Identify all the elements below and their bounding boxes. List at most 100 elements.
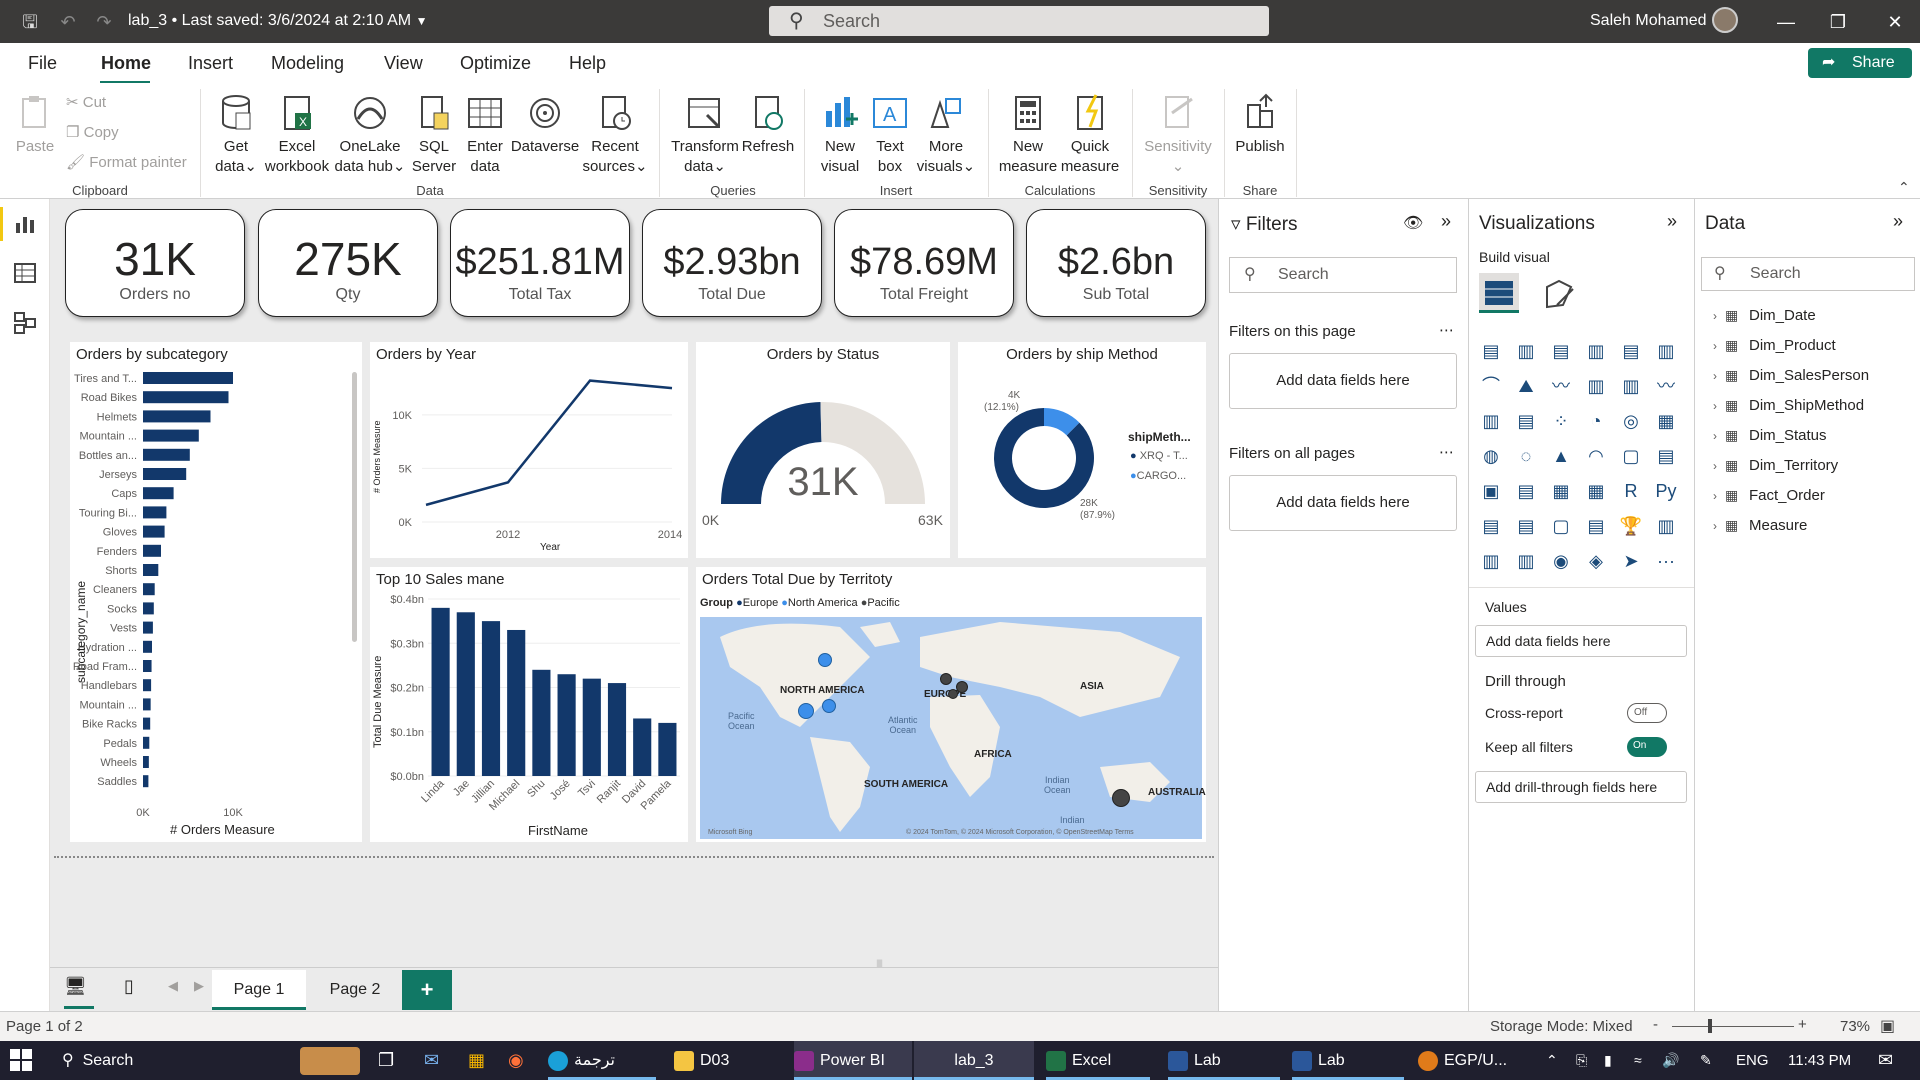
undo-icon[interactable]: ↶ — [60, 12, 76, 32]
visual-type-icon[interactable]: ▥ — [1622, 376, 1640, 396]
tray-overflow-icon[interactable]: ⌃ — [1546, 1052, 1558, 1068]
data-table-item[interactable]: › ▦ Dim_Territory — [1713, 454, 1838, 476]
collapse-pane-icon[interactable]: » — [1441, 211, 1452, 231]
visual-type-icon[interactable]: ⌒ — [1482, 376, 1500, 396]
excel-workbook-button[interactable]: X Excel workbook — [262, 93, 332, 177]
more-options-icon[interactable]: ⋯ — [1439, 444, 1454, 461]
tray-usb-icon[interactable]: ⎘ — [1576, 1052, 1588, 1068]
publish-button[interactable]: Publish — [1230, 93, 1290, 157]
visual-type-icon[interactable]: ▤ — [1552, 341, 1570, 361]
collapse-pane-icon[interactable]: » — [1667, 211, 1678, 231]
map-bubble[interactable] — [822, 699, 836, 713]
map-bubble[interactable] — [1112, 789, 1130, 807]
visual-type-icon[interactable]: 〰 — [1552, 376, 1570, 396]
global-search-input[interactable]: ⚲ Search — [769, 6, 1269, 36]
firefox-icon[interactable]: ◉ — [508, 1050, 524, 1070]
mobile-layout-icon[interactable]: ▯ — [124, 976, 134, 996]
visual-type-icon[interactable]: ▦ — [1587, 481, 1605, 501]
taskbar-app-lab3[interactable]: lab_3 — [914, 1041, 1034, 1080]
visual-type-icon[interactable]: ◌ — [1520, 446, 1532, 466]
data-table-item[interactable]: › ▦ Dim_ShipMethod — [1713, 394, 1864, 416]
visual-type-icon[interactable]: ⁘ — [1553, 411, 1569, 431]
visual-type-icon[interactable]: ▥ — [1657, 341, 1675, 361]
visual-type-icon[interactable]: ◉ — [1553, 551, 1569, 571]
notifications-icon[interactable]: ✉ — [1878, 1050, 1894, 1070]
text-box-button[interactable]: A Text box — [864, 93, 916, 177]
cut-button[interactable]: ✂ Cut — [66, 94, 107, 111]
format-painter-button[interactable]: 🖌 Format painter — [66, 154, 187, 171]
world-map[interactable] — [700, 617, 1202, 839]
data-table-item[interactable]: › ▦ Measure — [1713, 514, 1807, 536]
new-visual-button[interactable]: New visual — [812, 93, 868, 177]
data-table-item[interactable]: › ▦ Fact_Order — [1713, 484, 1825, 506]
visual-scrollbar[interactable] — [352, 372, 357, 642]
user-name[interactable]: Saleh Mohamed — [1590, 12, 1707, 29]
visual-type-icon[interactable]: ▢ — [1622, 446, 1640, 466]
visual-type-icon[interactable]: ➤ — [1623, 551, 1639, 571]
data-table-item[interactable]: › ▦ Dim_Product — [1713, 334, 1836, 356]
close-icon[interactable]: ✕ — [1887, 12, 1903, 32]
mail-icon[interactable]: ✉ — [424, 1050, 440, 1070]
visual-type-icon[interactable]: ▤ — [1587, 516, 1605, 536]
visual-type-icon[interactable]: 〰 — [1657, 376, 1675, 396]
wifi-icon[interactable]: ≈ — [1634, 1052, 1642, 1068]
sensitivity-button[interactable]: Sensitivity ⌄ — [1138, 93, 1218, 177]
get-data-button[interactable]: Get data⌄ — [208, 93, 264, 177]
all-pages-filter-drop-zone[interactable]: Add data fields here — [1229, 475, 1457, 531]
values-drop-zone[interactable]: Add data fields here — [1475, 625, 1687, 657]
filters-search-input[interactable]: ⚲ Search — [1229, 257, 1457, 293]
map-bubble[interactable] — [948, 689, 958, 699]
zoom-in-button[interactable]: + — [1798, 1016, 1807, 1033]
windows-start-icon[interactable] — [10, 1049, 32, 1071]
visual-type-icon[interactable]: ◍ — [1483, 446, 1499, 466]
collapse-pane-icon[interactable]: » — [1893, 211, 1904, 231]
visual-type-icon[interactable]: ▥ — [1517, 341, 1535, 361]
visual-type-icon[interactable]: ▤ — [1482, 516, 1500, 536]
share-button[interactable]: ➦Share ⌄ — [1808, 48, 1912, 101]
data-table-item[interactable]: › ▦ Dim_SalesPerson — [1713, 364, 1869, 386]
chevron-right-icon[interactable]: › — [1713, 459, 1717, 473]
legend-item[interactable]: ● XRQ - T... — [1130, 450, 1188, 462]
menu-modeling[interactable]: Modeling — [271, 53, 345, 73]
chevron-right-icon[interactable]: › — [1713, 519, 1717, 533]
visual-type-icon[interactable]: ◈ — [1589, 551, 1603, 571]
visual-type-icon[interactable]: ▤ — [1482, 341, 1500, 361]
map-bubble[interactable] — [940, 673, 952, 685]
model-view-icon[interactable] — [12, 311, 38, 337]
visual-type-icon[interactable]: ▥ — [1587, 341, 1605, 361]
transform-data-button[interactable]: Transform data⌄ — [668, 93, 742, 177]
visual-type-icon[interactable]: ▤ — [1517, 516, 1535, 536]
visual-top10-salesman[interactable]: Top 10 Sales mane $0.0bn $0.1bn $0.2bn $0.3… — [370, 567, 688, 842]
visual-orders-by-ship-method[interactable]: Orders by ship Method 4K (12.1%) 28K (87… — [958, 342, 1206, 558]
chevron-right-icon[interactable]: › — [1713, 369, 1717, 383]
table-view-icon[interactable] — [12, 261, 38, 287]
legend-item[interactable]: ●CARGO... — [1130, 470, 1187, 482]
copy-button[interactable]: ❐ Copy — [66, 124, 119, 141]
page-tab-1[interactable]: Page 1 — [212, 970, 306, 1010]
legend-item[interactable]: Europe — [742, 597, 779, 609]
taskbar-app-word-5[interactable]: Lab 5.docx... — [1168, 1041, 1280, 1080]
redo-icon[interactable]: ↷ — [96, 12, 112, 32]
visual-type-icon[interactable]: ▣ — [1482, 481, 1500, 501]
chevron-right-icon[interactable]: › — [1713, 399, 1717, 413]
visual-type-icon[interactable]: ▥ — [1482, 551, 1500, 571]
zoom-out-button[interactable]: - — [1653, 1016, 1658, 1033]
map-credits[interactable]: © 2024 TomTom, © 2024 Microsoft Corporat… — [906, 829, 1134, 836]
zoom-level[interactable]: 73% — [1840, 1018, 1871, 1035]
onelake-button[interactable]: OneLake data hub⌄ — [332, 93, 408, 177]
zoom-slider-thumb[interactable] — [1708, 1019, 1712, 1033]
store-icon[interactable]: ▦ — [468, 1050, 486, 1070]
visual-type-icon[interactable]: ◎ — [1623, 411, 1639, 431]
next-page-icon[interactable]: ▶ — [194, 978, 204, 993]
new-measure-button[interactable]: New measure — [996, 93, 1060, 177]
prev-page-icon[interactable]: ◀ — [168, 978, 178, 993]
collapse-ribbon-icon[interactable]: ⌃ — [1898, 179, 1910, 195]
data-table-item[interactable]: › ▦ Dim_Status — [1713, 424, 1827, 446]
visual-type-icon[interactable]: ▤ — [1622, 341, 1640, 361]
visual-type-icon[interactable]: ··· — [1657, 551, 1675, 571]
chevron-right-icon[interactable]: › — [1713, 489, 1717, 503]
taskbar-search[interactable]: ⚲ Search — [62, 1052, 134, 1069]
visual-type-icon[interactable]: Py — [1655, 481, 1677, 501]
keep-filters-toggle[interactable]: On — [1627, 737, 1667, 757]
dataverse-button[interactable]: Dataverse — [510, 93, 580, 157]
